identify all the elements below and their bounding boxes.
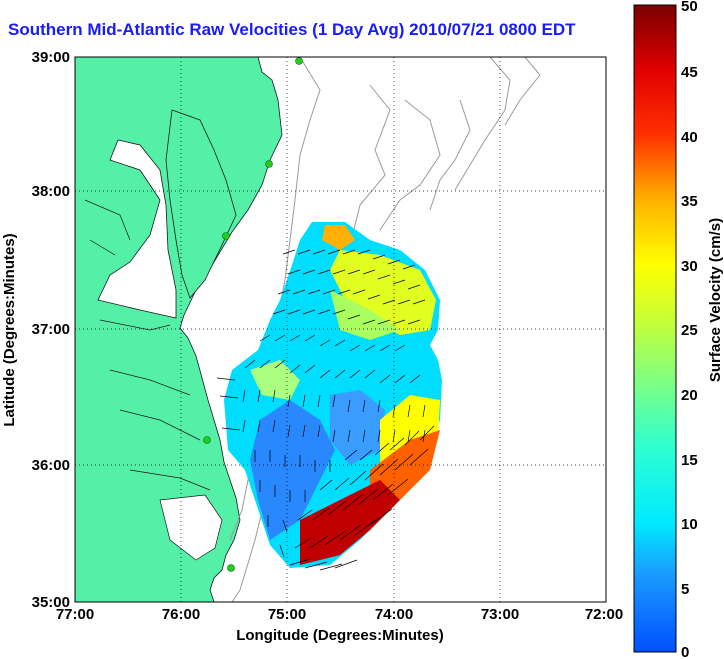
x-axis: 77:00 76:00 75:00 74:00 73:00 72:00 Long… <box>56 606 623 644</box>
colorbar-tick: 50 <box>681 0 698 15</box>
colorbar-tick: 0 <box>681 644 689 659</box>
map-area <box>75 57 606 602</box>
land-mass <box>75 57 283 602</box>
y-axis-label: Latitude (Degrees:Minutes) <box>1 233 18 426</box>
colorbar-tick: 10 <box>681 516 698 533</box>
y-tick-label: 37:00 <box>32 321 70 338</box>
x-axis-label: Longitude (Degrees:Minutes) <box>236 627 444 644</box>
x-tick-label: 72:00 <box>585 606 623 623</box>
x-tick-label: 76:00 <box>162 606 200 623</box>
x-tick-label: 75:00 <box>268 606 306 623</box>
y-axis: 39:00 38:00 37:00 36:00 35:00 Latitude (… <box>1 49 70 611</box>
chesapeake-bay <box>97 139 177 319</box>
peninsula <box>165 109 237 299</box>
colorbar-tick: 5 <box>681 581 689 598</box>
colorbar-tick: 25 <box>681 322 698 339</box>
x-tick-label: 77:00 <box>56 606 94 623</box>
velocity-field <box>216 222 442 571</box>
radar-stations <box>203 57 303 572</box>
colorbar-tick: 35 <box>681 193 698 210</box>
y-tick-label: 38:00 <box>32 183 70 200</box>
y-tick-label: 39:00 <box>32 49 70 66</box>
colorbar: 50 45 40 35 30 25 20 15 10 5 0 Surface V… <box>633 0 724 659</box>
colorbar-label: Surface Velocity (cm/s) <box>707 218 724 382</box>
colorbar-tick: 40 <box>681 129 698 146</box>
y-tick-label: 36:00 <box>32 457 70 474</box>
grid-lines <box>75 57 606 602</box>
plot-title: Southern Mid-Atlantic Raw Velocities (1 … <box>8 20 576 39</box>
colorbar-tick: 30 <box>681 258 698 275</box>
plot-frame <box>74 56 607 603</box>
x-tick-label: 73:00 <box>481 606 519 623</box>
colorbar-tick: 20 <box>681 387 698 404</box>
colorbar-tick: 15 <box>681 452 698 469</box>
colorbar-tick: 45 <box>681 64 698 81</box>
colorbar-gradient <box>633 4 677 653</box>
y-tick-label: 35:00 <box>32 594 70 611</box>
x-tick-label: 74:00 <box>375 606 413 623</box>
